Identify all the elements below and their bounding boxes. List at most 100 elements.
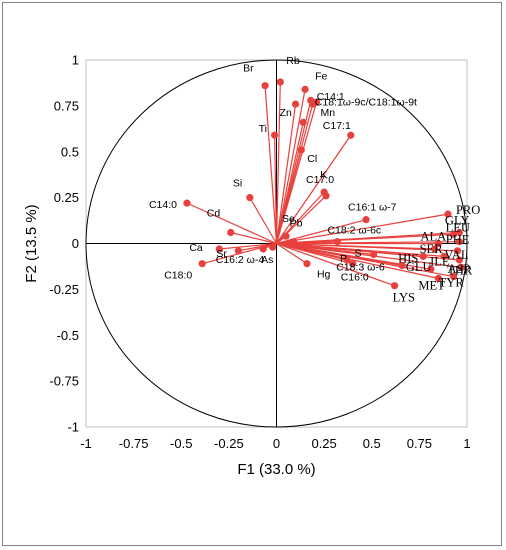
vector-line-gly bbox=[276, 231, 460, 245]
vector-point-ser bbox=[431, 245, 439, 253]
vector-label-cd: Cd bbox=[207, 207, 221, 219]
vector-label-hg: Hg bbox=[317, 269, 331, 281]
vector-label-se: Se bbox=[282, 213, 295, 225]
x-tick-labels: -1 -0.75 -0.5 -0.25 0 0.25 0.5 0.75 1 bbox=[80, 436, 470, 451]
vector-label-br: Br bbox=[243, 63, 254, 75]
y-tick-label: 0 bbox=[72, 236, 79, 251]
vector-label-k: K bbox=[320, 169, 327, 181]
vector-point-c16-1-omega-7 bbox=[362, 216, 370, 224]
vector-label-ca: Ca bbox=[189, 242, 203, 254]
x-tick-label: -1 bbox=[80, 436, 92, 451]
vector-label-ala: ALA bbox=[420, 230, 446, 244]
y-tick-labels: 1 0.75 0.5 0.25 0 -0.25 -0.5 -0.75 -1 bbox=[49, 53, 79, 435]
vector-label-lys: LYS bbox=[393, 291, 415, 305]
vector-label-cl: Cl bbox=[307, 153, 317, 165]
vector-point-c18-0 bbox=[198, 260, 206, 268]
y-axis-title: F2 (13.5 %) bbox=[23, 204, 40, 282]
vector-label-val: VAL bbox=[444, 248, 468, 262]
vector-label-c18-0: C18:0 bbox=[164, 270, 192, 282]
vector-point-pro bbox=[444, 210, 452, 218]
vector-label-c16-2-omega-4: C16:2 ω-4 bbox=[216, 254, 265, 266]
vector-line-val bbox=[276, 242, 458, 252]
vector-point-br bbox=[261, 82, 269, 90]
vector-label-leu: LEU bbox=[446, 220, 470, 234]
vector-label-c18-2-omega-6c: C18:2 ω-6c bbox=[327, 225, 381, 237]
vector-label-c17-1: C17:1 bbox=[323, 120, 351, 132]
vector-point-c16-0 bbox=[349, 260, 357, 268]
vector-point-tyr bbox=[450, 272, 458, 281]
y-tick-label: -1 bbox=[67, 420, 79, 435]
vector-label-rb: Rb bbox=[286, 55, 300, 67]
vector-label-phe: PHE bbox=[446, 233, 470, 247]
vector-label-zn: Zn bbox=[280, 107, 292, 119]
vector-line-cl bbox=[275, 149, 302, 244]
y-tick-label: -0.75 bbox=[49, 374, 79, 389]
vector-label-ser: SER bbox=[420, 242, 444, 256]
vector-label-tyr: TYR bbox=[439, 276, 465, 290]
vector-point-si bbox=[246, 194, 254, 202]
vector-line-cd bbox=[230, 231, 277, 245]
vector-point-met bbox=[434, 274, 443, 282]
vector-point-ti bbox=[270, 131, 279, 139]
vector-point-fe bbox=[301, 85, 309, 93]
y-tick-label: -0.25 bbox=[49, 282, 79, 297]
vector-label-c18-3-omega-6: C18:3 ω-6 bbox=[336, 262, 385, 274]
x-tick-label: -0.75 bbox=[119, 436, 149, 451]
vector-point-phe bbox=[455, 238, 463, 246]
vector-point-sr bbox=[234, 247, 242, 255]
vector-point-thr bbox=[457, 263, 465, 271]
vector-point-c14-0 bbox=[183, 199, 191, 207]
vector-label-as: As bbox=[261, 254, 273, 266]
vector-line-ca bbox=[219, 242, 277, 250]
vector-line-c18-0 bbox=[202, 242, 277, 265]
x-tick-label: 0.75 bbox=[407, 436, 432, 451]
vector-label-p: P bbox=[340, 253, 347, 265]
vector-line-pro bbox=[276, 213, 449, 245]
vector-line-asp bbox=[276, 242, 460, 261]
vector-line-c14-0 bbox=[186, 202, 277, 245]
vector-line-thr bbox=[276, 242, 462, 268]
vector-point-zn bbox=[291, 100, 300, 108]
vector-label-pb: Pb bbox=[290, 218, 303, 230]
vector-point-c17-1 bbox=[347, 131, 355, 139]
vector-label-ile: ILE bbox=[430, 254, 450, 268]
vector-label-met: MET bbox=[418, 278, 445, 292]
x-tick-label: 0.25 bbox=[311, 436, 336, 451]
x-tick-label: 0.5 bbox=[363, 436, 381, 451]
vector-line-c16-0 bbox=[276, 242, 353, 265]
vector-point-ca bbox=[215, 245, 223, 253]
vector-label-mn: Mn bbox=[321, 107, 336, 119]
vector-line-rb bbox=[275, 82, 281, 244]
figure-frame bbox=[2, 2, 502, 546]
vector-label-c18-1omega-9c-c18-1omega-9t: C18:1ω-9c/C18:1ω-9t bbox=[315, 96, 417, 108]
vector-point-hg bbox=[303, 260, 311, 268]
x-tick-label: -0.25 bbox=[214, 436, 244, 451]
x-tick-label: 0 bbox=[273, 436, 280, 451]
vector-point-mn bbox=[312, 98, 321, 106]
vector-line-ti bbox=[273, 135, 278, 244]
vector-line-met bbox=[276, 242, 439, 279]
x-tick-label: 1 bbox=[463, 436, 470, 451]
vector-label-fe: Fe bbox=[315, 70, 327, 82]
vector-label-gly: GLY bbox=[445, 213, 469, 227]
vector-label-ti: Ti bbox=[259, 123, 267, 135]
vector-line-zn bbox=[275, 103, 297, 244]
vector-point-cl bbox=[297, 146, 305, 154]
vector-label-si: Si bbox=[233, 178, 242, 190]
vector-line-lys bbox=[276, 242, 395, 287]
y-tick-label: 1 bbox=[72, 53, 79, 68]
vector-point-c17-0 bbox=[322, 192, 330, 200]
vector-line-phe bbox=[276, 241, 460, 245]
vector-label-pro: PRO bbox=[456, 203, 480, 217]
vector-line-tyr bbox=[276, 242, 454, 278]
vector-label-c14-1: C14:1 bbox=[317, 91, 345, 103]
vector-line-c16-1-omega-7 bbox=[276, 219, 367, 245]
vector-point-cd bbox=[227, 228, 235, 237]
vector-label-c16-1-omega-7: C16:1 ω-7 bbox=[348, 202, 397, 214]
vector-label-sr: Sr bbox=[216, 248, 227, 260]
y-tick-label: 0.75 bbox=[54, 98, 79, 113]
vector-point-glu bbox=[427, 265, 435, 273]
vector-label-s: S bbox=[355, 248, 362, 260]
